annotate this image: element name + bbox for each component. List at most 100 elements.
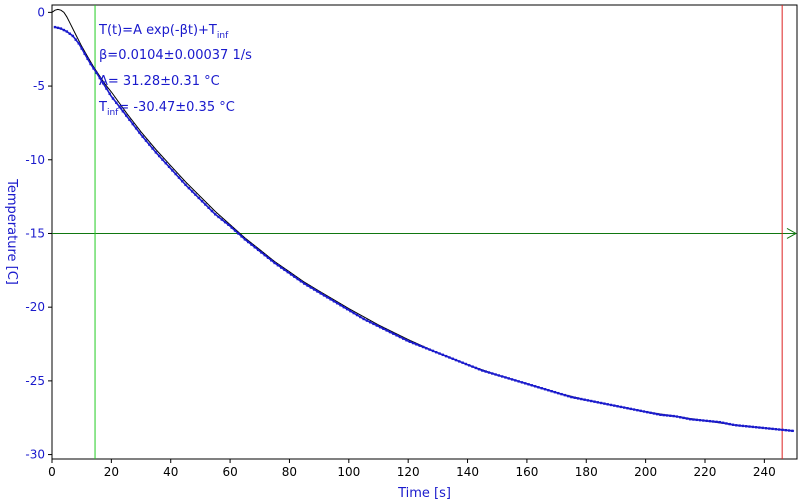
data-point [626, 407, 629, 410]
data-point [98, 76, 102, 80]
data-point [421, 345, 425, 349]
data-point [768, 427, 771, 430]
data-point [270, 259, 273, 262]
data-point [352, 311, 355, 315]
data-point [204, 203, 207, 206]
data-point [280, 266, 283, 269]
data-point [227, 223, 230, 226]
data-point [187, 186, 191, 190]
data-point [359, 315, 362, 319]
data-point [639, 409, 642, 413]
data-point [675, 415, 679, 418]
data-point [758, 426, 761, 429]
x-tick-label: 60 [222, 465, 237, 479]
data-point [735, 424, 738, 427]
data-point [378, 325, 382, 329]
data-point [715, 420, 718, 424]
data-point [71, 34, 74, 38]
data-point [642, 410, 646, 413]
data-point [708, 419, 712, 423]
data-point [306, 284, 309, 287]
data-point [207, 206, 210, 209]
data-point [369, 321, 372, 324]
data-point [408, 340, 412, 343]
data-point [543, 388, 547, 391]
fit-amplitude: A= 31.28±0.31 °C [99, 74, 220, 89]
data-point [504, 376, 507, 379]
data-point [698, 418, 702, 422]
x-tick-label: 200 [634, 465, 657, 479]
data-point [210, 209, 214, 213]
data-point [573, 396, 576, 399]
x-tick-label: 180 [575, 465, 598, 479]
data-point [332, 300, 336, 303]
y-axis-title: Temperature [C] [4, 178, 19, 285]
plot-area-frame [51, 4, 798, 460]
data-point [487, 371, 491, 374]
data-point [754, 426, 758, 429]
data-point [682, 416, 685, 420]
data-point [283, 268, 286, 272]
data-point [164, 162, 167, 165]
data-point [194, 193, 197, 196]
y-tick-label: 0 [37, 5, 45, 19]
data-point [557, 391, 560, 395]
data-point [527, 383, 530, 386]
data-point [233, 229, 237, 232]
data-point [62, 28, 66, 32]
x-tick-label: 140 [456, 465, 479, 479]
x-tick-label: 80 [282, 465, 297, 479]
data-point [609, 403, 613, 407]
data-point [355, 313, 359, 317]
data-point [458, 360, 461, 363]
data-point [68, 32, 72, 35]
y-tick-label: -10 [25, 153, 45, 167]
data-point [520, 381, 524, 384]
data-point [385, 329, 388, 332]
data-point [649, 411, 652, 415]
data-point [454, 358, 458, 362]
data-point [606, 403, 609, 406]
data-point [105, 87, 108, 90]
data-point [563, 393, 567, 397]
data-point [108, 92, 111, 95]
data-point [672, 414, 675, 418]
data-point [622, 406, 626, 409]
data-point [751, 425, 755, 429]
data-point [655, 412, 659, 416]
data-point [781, 428, 784, 432]
data-point [237, 232, 240, 235]
data-point [319, 292, 322, 295]
data-point [632, 408, 636, 411]
data-point [787, 429, 791, 432]
data-point [695, 418, 698, 422]
data-point [652, 412, 656, 415]
data-point [303, 282, 306, 285]
data-point [223, 220, 227, 224]
data-point [214, 213, 217, 216]
x-tick-label: 240 [753, 465, 776, 479]
data-point [725, 422, 728, 425]
data-point [477, 368, 481, 371]
data-point [56, 26, 60, 30]
data-point [197, 196, 200, 200]
data-point [748, 425, 751, 428]
data-point [636, 408, 639, 412]
data-point [392, 332, 395, 335]
data-point [161, 158, 164, 161]
data-point [365, 319, 369, 322]
data-point [566, 394, 570, 398]
data-point [481, 369, 484, 372]
data-point [484, 370, 487, 373]
data-point [745, 425, 748, 428]
data-point [309, 286, 313, 289]
data-point [266, 256, 270, 259]
data-point [144, 139, 148, 142]
data-point [243, 238, 247, 241]
y-tick-label: -20 [25, 300, 45, 314]
data-point [576, 397, 580, 400]
data-point [599, 401, 603, 405]
data-point [721, 421, 725, 425]
data-point [431, 349, 435, 353]
